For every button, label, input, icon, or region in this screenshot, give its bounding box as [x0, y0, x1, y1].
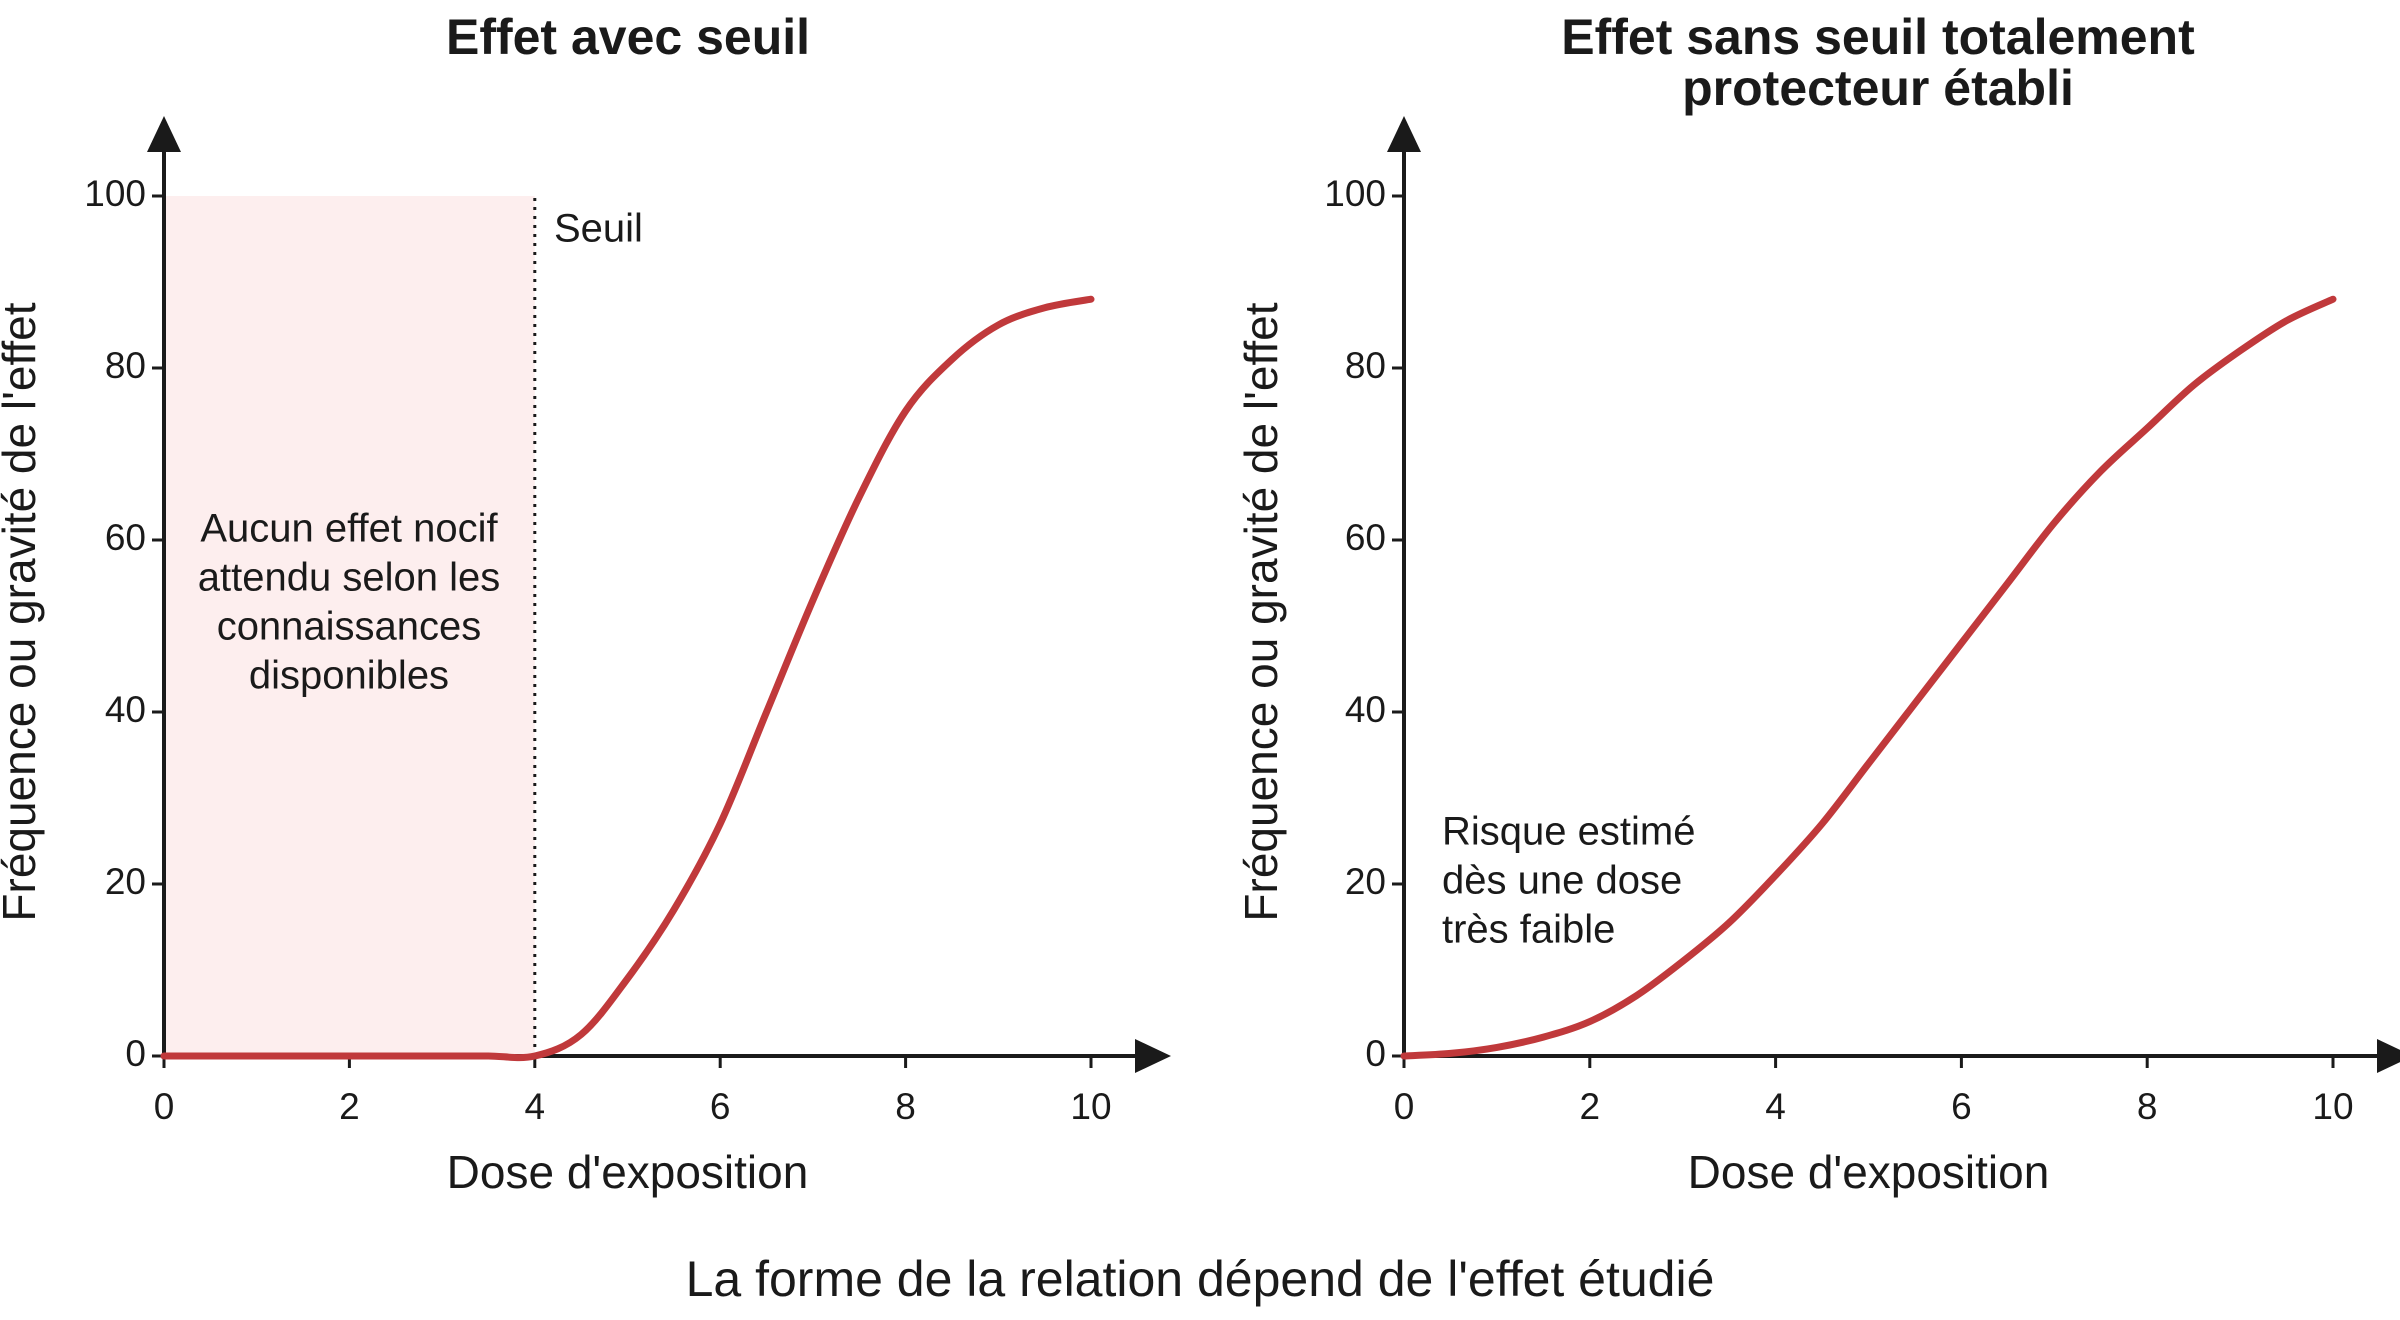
- x-axis-label: Dose d'exposition: [1688, 1146, 2050, 1198]
- x-tick-label: 0: [154, 1086, 175, 1127]
- annotation: attendu selon les: [198, 556, 500, 600]
- x-axis-arrow: [2377, 1039, 2400, 1073]
- y-tick-label: 80: [105, 345, 146, 386]
- x-axis-label: Dose d'exposition: [447, 1146, 809, 1198]
- curve: [160, 295, 1095, 1062]
- y-tick-label: 20: [1345, 861, 1386, 902]
- annotation: Risque estimé: [1442, 810, 1695, 854]
- y-tick-label: 100: [1324, 173, 1386, 214]
- y-axis-arrow: [1387, 116, 1421, 152]
- threshold-label: Seuil: [554, 207, 643, 251]
- annotation: disponibles: [249, 654, 449, 698]
- x-tick-label: 8: [895, 1086, 916, 1127]
- x-tick-label: 8: [2137, 1086, 2158, 1127]
- y-tick-label: 60: [1345, 517, 1386, 558]
- x-tick-label: 6: [710, 1086, 731, 1127]
- x-tick-label: 0: [1394, 1086, 1415, 1127]
- y-axis-arrow: [147, 116, 181, 152]
- x-tick-label: 2: [339, 1086, 360, 1127]
- x-tick-label: 4: [525, 1086, 546, 1127]
- x-tick-label: 4: [1765, 1086, 1786, 1127]
- y-tick-label: 40: [1345, 689, 1386, 730]
- y-tick-label: 80: [1345, 345, 1386, 386]
- y-tick-label: 60: [105, 517, 146, 558]
- x-tick-label: 2: [1580, 1086, 1601, 1127]
- annotation: Aucun effet nocif: [200, 507, 498, 551]
- annotation: dès une dose: [1442, 859, 1682, 903]
- no-effect-zone: [164, 196, 535, 1056]
- chart-title: Effet avec seuil: [446, 9, 810, 65]
- curve: [1400, 295, 2337, 1060]
- y-tick-label: 20: [105, 861, 146, 902]
- chart-title: protecteur établi: [1682, 60, 2074, 116]
- y-tick-label: 0: [125, 1033, 146, 1074]
- x-tick-label: 10: [1070, 1086, 1111, 1127]
- x-axis-arrow: [1135, 1039, 1171, 1073]
- caption: La forme de la relation dépend de l'effe…: [686, 1251, 1715, 1307]
- annotation: très faible: [1442, 908, 1615, 952]
- chart-title: Effet sans seuil totalement: [1561, 9, 2195, 65]
- x-tick-label: 10: [2312, 1086, 2353, 1127]
- y-tick-label: 0: [1365, 1033, 1386, 1074]
- annotation: connaissances: [217, 605, 482, 649]
- x-tick-label: 6: [1951, 1086, 1972, 1127]
- y-tick-label: 100: [84, 173, 146, 214]
- y-axis-label: Fréquence ou gravité de l'effet: [0, 302, 45, 921]
- y-axis-label: Fréquence ou gravité de l'effet: [1235, 302, 1287, 921]
- y-tick-label: 40: [105, 689, 146, 730]
